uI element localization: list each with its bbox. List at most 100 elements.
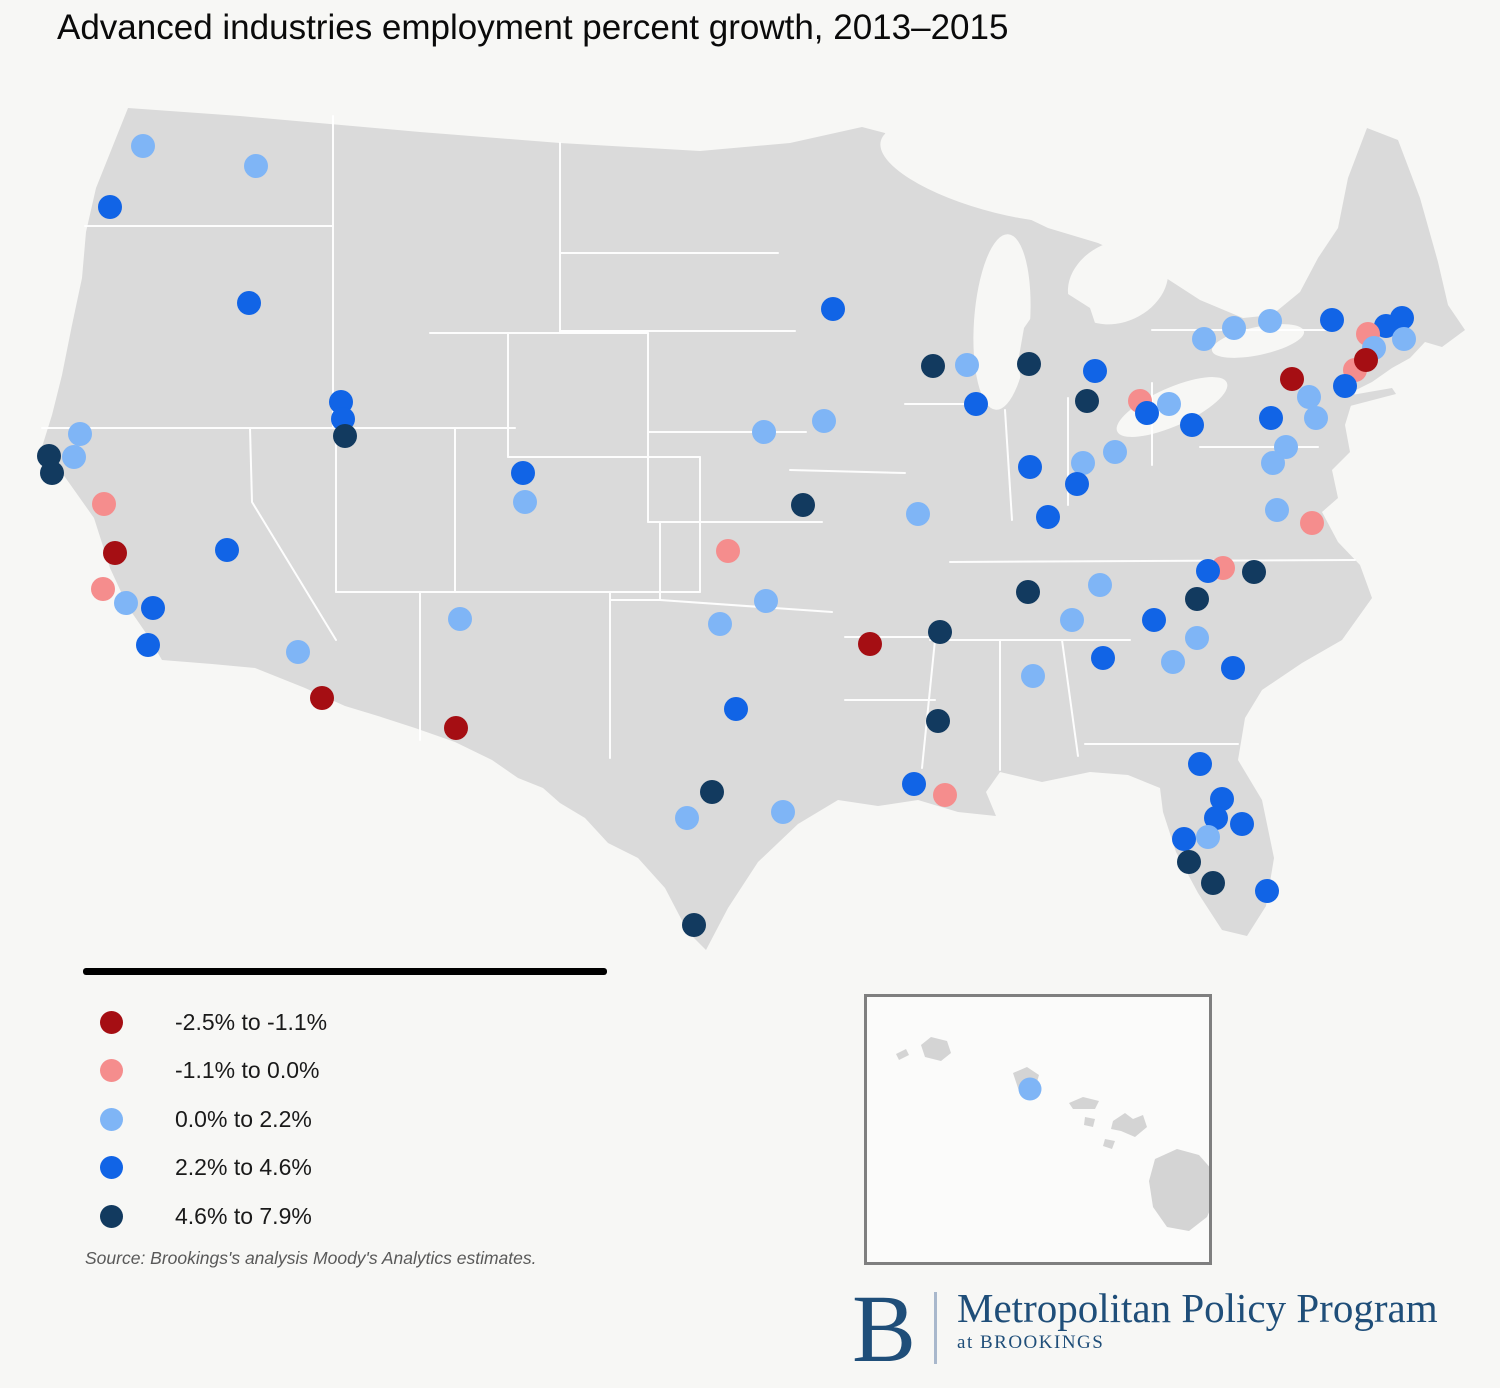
state-borders [41,115,1356,771]
metro-dot [771,800,795,824]
legend-item: 4.6% to 7.9% [100,1192,327,1241]
metro-dot [91,577,115,601]
metro-dot [1185,587,1209,611]
metro-dot [812,409,836,433]
metro-dot [955,353,979,377]
metro-dot [1201,871,1225,895]
metro-dot [1354,348,1378,372]
metro-dot [136,633,160,657]
honolulu-metro-dot [1018,1077,1042,1101]
metro-dot [1374,314,1398,338]
metro-dot [1297,385,1321,409]
brookings-logo: B Metropolitan Policy Program at BROOKIN… [852,1275,1438,1382]
metro-dot [1274,435,1298,459]
metro-dot [921,354,945,378]
metro-dot [1221,656,1245,680]
metro-dot [716,539,740,563]
metro-dot [1242,560,1266,584]
metro-dot [40,461,64,485]
metro-dot [1036,505,1060,529]
metro-dot [675,806,699,830]
logo-divider [934,1292,938,1364]
metro-dot [1088,573,1112,597]
legend-label: 0.0% to 2.2% [175,1105,312,1132]
metro-dot [1196,559,1220,583]
metro-dot [1258,309,1282,333]
metro-dot [1135,401,1159,425]
metro-dot [1180,413,1204,437]
metro-dot [964,392,988,416]
long-island [1346,388,1396,406]
metro-dot [1210,787,1234,811]
page-title: Advanced industries employment percent g… [57,8,1009,47]
metro-dot [1021,664,1045,688]
metro-dot [511,461,535,485]
metro-dot [724,697,748,721]
hawaii-islands [896,1037,1209,1231]
metro-dot [754,589,778,613]
metro-dot [131,134,155,158]
metro-dot [791,493,815,517]
brookings-b-logo: B [852,1275,917,1382]
metro-dot [92,492,116,516]
metro-dot [906,502,930,526]
metro-dot [1083,359,1107,383]
metro-dot [286,640,310,664]
metro-dot [928,620,952,644]
metro-dot [902,772,926,796]
metro-dot [1230,812,1254,836]
logo-text: Metropolitan Policy Program at BROOKINGS [957,1286,1438,1354]
metro-dot [1177,850,1201,874]
metro-dot [1392,327,1416,351]
legend-label: -1.1% to 0.0% [175,1057,320,1084]
metro-dot [682,913,706,937]
legend-dot-icon [100,1204,123,1228]
legend-item: 2.2% to 4.6% [100,1144,327,1193]
metro-dot [1185,626,1209,650]
metro-dot [114,591,138,615]
legend: -2.5% to -1.1% -1.1% to 0.0% 0.0% to 2.2% 2… [100,998,327,1241]
metro-dot [1280,367,1304,391]
hawaii-inset [864,994,1212,1265]
hawaii-map [896,1037,1209,1231]
metro-dot [700,780,724,804]
metro-dots-layer [37,134,1416,937]
metro-dot [926,709,950,733]
metro-dot [237,291,261,315]
metro-dot [1017,352,1041,376]
legend-label: 2.2% to 4.6% [175,1154,312,1181]
metro-dot [215,538,239,562]
metro-dot [444,716,468,740]
metro-dot [513,490,537,514]
source-note: Source: Brookings's analysis Moody's Ana… [85,1248,537,1268]
metro-dot [1192,327,1216,351]
metro-dot [1259,406,1283,430]
legend-rule [83,968,607,975]
legend-item: 0.0% to 2.2% [100,1095,327,1144]
metro-dot [68,422,92,446]
metro-dot [821,297,845,321]
legend-item: -2.5% to -1.1% [100,998,327,1047]
metro-dot [1060,608,1084,632]
legend-dot-icon [100,1156,123,1180]
legend-dot-icon [100,1059,123,1083]
metro-dot [103,541,127,565]
metro-dot [1172,827,1196,851]
metro-dot [1065,472,1089,496]
metro-dot [1320,308,1344,332]
legend-dot-icon [100,1107,123,1131]
metro-dot [1304,406,1328,430]
metro-dot [448,607,472,631]
metro-dot [1016,580,1040,604]
org-name: at BROOKINGS [957,1332,1105,1353]
metro-dot [1255,879,1279,903]
metro-dot [141,596,165,620]
metro-dot [1333,374,1357,398]
metro-dot [1142,608,1166,632]
metro-dot [333,424,357,448]
metro-dot [244,154,268,178]
michigan-mitten [1018,294,1103,412]
metro-dot [1265,498,1289,522]
metro-dot [708,612,732,636]
